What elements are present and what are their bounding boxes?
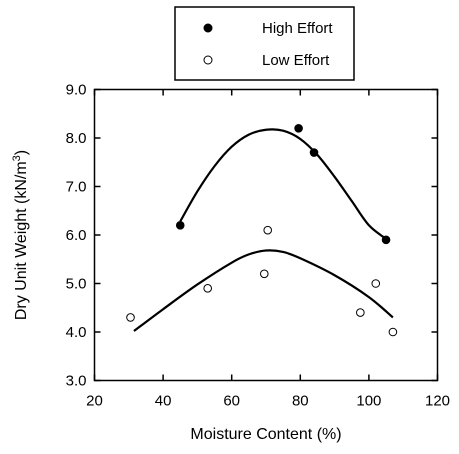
legend: High Effort Low Effort bbox=[174, 6, 355, 81]
y-axis: 3.0 4.0 5.0 6.0 7.0 8.0 9.0 bbox=[66, 82, 438, 390]
data-point-low-effort bbox=[356, 308, 365, 317]
data-point-low-effort bbox=[263, 225, 273, 235]
y-tick-label: 4.0 bbox=[66, 324, 87, 341]
data-point-high-effort bbox=[294, 124, 303, 133]
data-point-high-effort bbox=[175, 221, 185, 230]
x-tick-label: 40 bbox=[155, 393, 172, 410]
y-tick-label: 9.0 bbox=[66, 82, 87, 99]
x-axis-label: Moisture Content (%) bbox=[190, 426, 341, 443]
data-point-high-effort bbox=[309, 148, 319, 157]
legend-label-high-effort: High Effort bbox=[262, 20, 333, 37]
y-tick-label: 5.0 bbox=[66, 276, 87, 293]
fit-curve-low-effort bbox=[133, 249, 394, 332]
legend-marker-low-effort bbox=[203, 55, 213, 65]
data-point-high-effort bbox=[381, 235, 391, 245]
y-axis-label-end: ) bbox=[13, 150, 30, 155]
x-tick-label: 120 bbox=[425, 393, 450, 410]
y-tick-label: 8.0 bbox=[66, 130, 87, 147]
series-layer bbox=[126, 124, 398, 337]
legend-marker-high-effort bbox=[203, 23, 213, 33]
y-axis-label-superscript: 3 bbox=[11, 155, 23, 161]
x-tick-label: 100 bbox=[356, 393, 381, 410]
y-tick-label: 6.0 bbox=[66, 227, 87, 244]
legend-box bbox=[174, 6, 355, 81]
plot-area bbox=[93, 88, 439, 382]
x-tick-label: 60 bbox=[223, 393, 240, 410]
data-point-low-effort bbox=[126, 313, 135, 322]
x-tick-label: 20 bbox=[86, 393, 103, 410]
y-tick-label: 3.0 bbox=[66, 373, 87, 390]
x-tick-label: 80 bbox=[292, 393, 309, 410]
data-point-low-effort bbox=[388, 327, 398, 337]
data-point-low-effort bbox=[203, 284, 212, 293]
data-point-low-effort bbox=[259, 269, 269, 279]
y-axis-label: Dry Unit Weight (kN/m3) bbox=[11, 150, 30, 320]
data-point-low-effort bbox=[371, 279, 381, 288]
y-tick-label: 7.0 bbox=[66, 179, 87, 196]
x-axis: 20 40 60 80 100 120 bbox=[86, 89, 450, 410]
legend-label-low-effort: Low Effort bbox=[262, 52, 330, 69]
y-axis-label-main: Dry Unit Weight (kN/m bbox=[13, 161, 30, 320]
fit-curve-high-effort bbox=[179, 128, 387, 240]
